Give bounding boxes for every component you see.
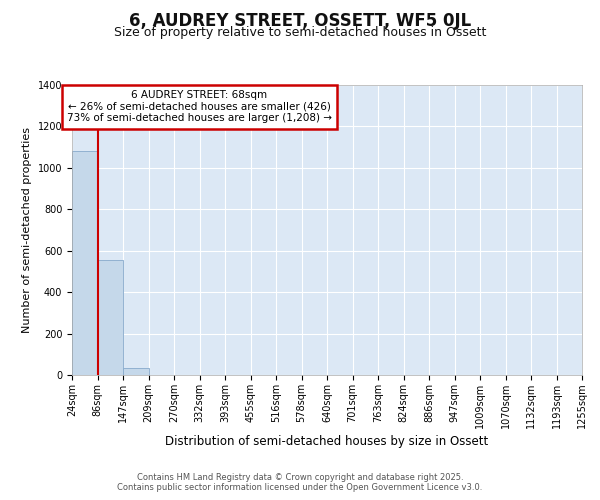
Text: 6, AUDREY STREET, OSSETT, WF5 0JL: 6, AUDREY STREET, OSSETT, WF5 0JL: [129, 12, 471, 30]
X-axis label: Distribution of semi-detached houses by size in Ossett: Distribution of semi-detached houses by …: [166, 435, 488, 448]
Bar: [97, 260, 123, 375]
Bar: [72, 152, 97, 375]
Bar: [123, 368, 149, 375]
Text: Contains public sector information licensed under the Open Government Licence v3: Contains public sector information licen…: [118, 484, 482, 492]
Text: Contains HM Land Registry data © Crown copyright and database right 2025.: Contains HM Land Registry data © Crown c…: [137, 472, 463, 482]
Text: 6 AUDREY STREET: 68sqm
← 26% of semi-detached houses are smaller (426)
73% of se: 6 AUDREY STREET: 68sqm ← 26% of semi-det…: [67, 90, 332, 124]
Y-axis label: Number of semi-detached properties: Number of semi-detached properties: [22, 127, 32, 333]
Text: Size of property relative to semi-detached houses in Ossett: Size of property relative to semi-detach…: [114, 26, 486, 39]
